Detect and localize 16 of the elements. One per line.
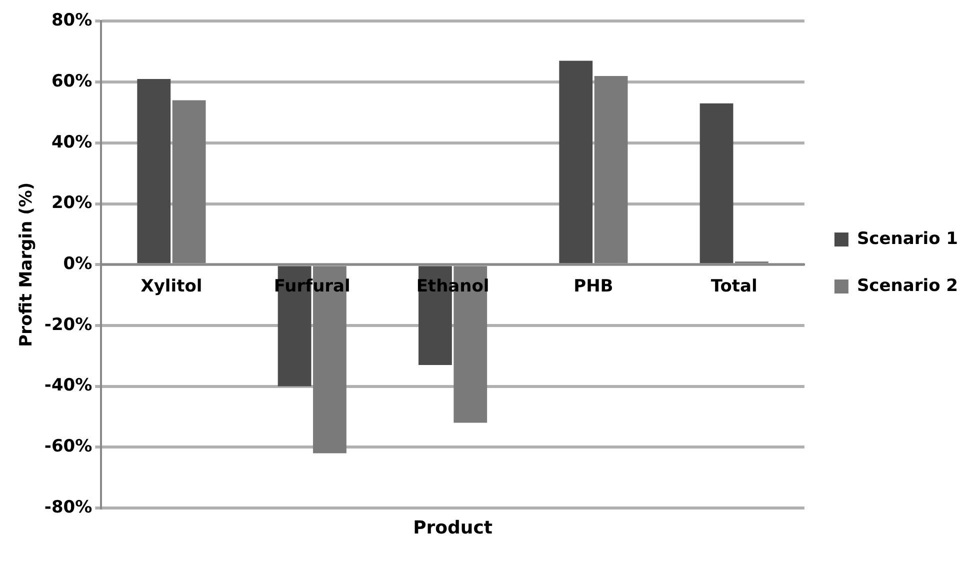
y-tick-label: 40% xyxy=(51,132,92,152)
y-tick-label: -20% xyxy=(44,314,92,335)
legend-label: Scenario 1 xyxy=(856,228,958,249)
y-tick-label: -40% xyxy=(44,376,92,396)
y-tick-label: -80% xyxy=(44,497,92,518)
y-tick-label: -60% xyxy=(44,436,92,457)
y-tick-label: 80% xyxy=(51,10,92,31)
x-tick-label: Xylitol xyxy=(140,276,202,297)
y-tick-label: 60% xyxy=(51,71,92,92)
legend-label: Scenario 2 xyxy=(856,276,958,296)
x-tick-label: Total xyxy=(710,276,758,297)
x-tick-label: PHB xyxy=(574,276,614,297)
y-axis-title: Profit Margin (%) xyxy=(16,182,37,347)
y-tick-label: 0% xyxy=(63,254,92,274)
y-tick-label: 20% xyxy=(51,193,92,214)
x-axis-title: Product xyxy=(413,518,493,539)
